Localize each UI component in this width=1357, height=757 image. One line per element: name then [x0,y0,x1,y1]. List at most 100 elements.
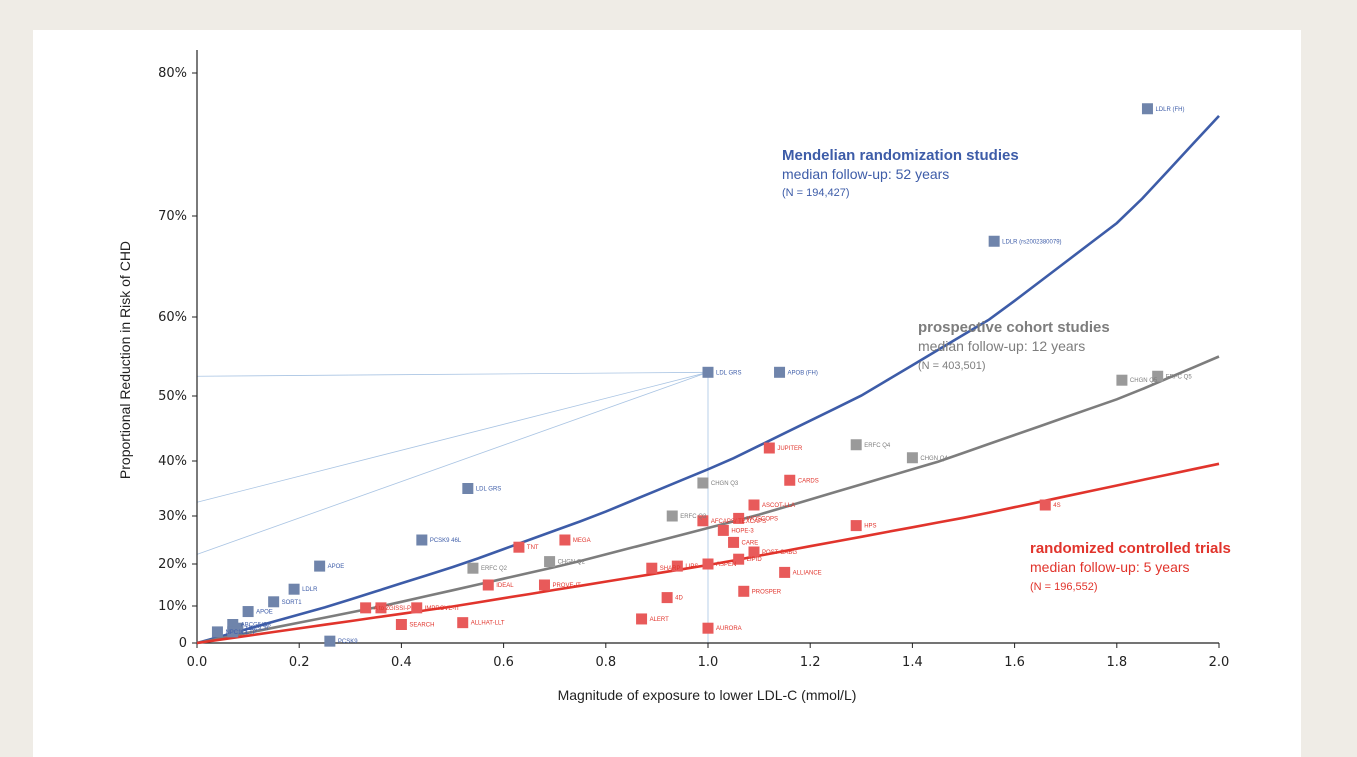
point-label-rct: PROVE-IT [552,583,581,589]
guide-lines [196,371,709,643]
point-label-mr: LDLR (FH) [1155,107,1184,113]
y-tick-label: 20% [158,557,187,572]
marker-rct [738,585,750,597]
marker-rct [395,619,407,630]
marker-mr [242,606,254,618]
legend-rct: randomized controlled trials median foll… [1030,540,1231,593]
fit-line-mr [196,115,1220,645]
legend-mr-n: (N = 194,427) [782,187,850,199]
y-tick-label: 50% [158,389,187,404]
legend-pc-n: (N = 403,501) [918,360,986,372]
point-label-mr: PCSK9 46L [430,538,462,544]
point-label-rct: LIPS [685,564,698,570]
legend-mr: Mendelian randomization studies median f… [782,147,1019,199]
point-label-pc: CHGN Q3 [711,481,739,487]
marker-rct [784,474,796,486]
x-tick-label: 1.0 [698,655,719,670]
point-label-rct: LIPID [747,557,763,563]
marker-pc [544,556,556,568]
marker-mr [774,366,786,378]
marker-rct [763,442,775,454]
marker-rct [748,546,760,558]
point-label-rct: HOPE-3 [731,528,754,534]
y-tick-label: 30% [158,509,187,524]
marker-mr [1141,103,1153,115]
legend-rct-subtitle: median follow-up: 5 years [1030,559,1190,575]
marker-mr [268,596,280,608]
x-tick-label: 1.8 [1106,655,1127,670]
marker-rct [733,553,745,565]
marker-rct [702,622,714,634]
marker-mr [462,483,474,494]
marker-pc [1116,374,1128,386]
point-label-rct: WOSCOPS [747,516,778,522]
y-tick-label: 0 [179,636,187,651]
marker-rct [697,515,709,527]
point-label-pc: CHGN Q5 [1130,378,1158,384]
point-label-rct: AURORA [716,626,742,632]
point-label-rct: SEARCH [409,623,434,629]
marker-pc [906,452,918,464]
point-label-mr: LDL GRS [716,370,741,376]
point-label-rct: A to Z [374,606,390,612]
point-label-rct: AFCAPS/ TEXCAPS [711,519,766,525]
x-tick-label: 1.4 [902,655,923,670]
point-label-pc: ERFC Q3 [680,514,707,520]
x-tick-label: 2.0 [1209,655,1230,670]
marker-rct [779,566,791,578]
point-label-mr: APOE [328,564,345,570]
x-tick-label: 0.4 [391,655,412,670]
marker-mr [416,534,428,546]
marker-rct [728,536,740,548]
marker-rct [702,558,714,570]
point-label-rct: ALLIANCE [793,570,822,576]
markers [211,103,1164,647]
x-tick-label: 0.8 [595,655,616,670]
marker-pc [1152,370,1164,382]
marker-rct [457,617,469,629]
point-label-rct: ASCOT-LLA [762,503,795,509]
legend-pc: prospective cohort studies median follow… [918,319,1110,372]
point-label-rct: SHARP [660,566,681,572]
point-label-rct: MEGA [573,538,591,544]
point-label-mr: HMGCR [246,626,269,632]
legend-mr-subtitle: median follow-up: 52 years [782,166,949,182]
marker-mr [288,583,300,595]
marker-rct [1039,499,1051,511]
marker-rct [375,602,387,614]
point-label-rct: TNT [527,545,539,551]
legend-mr-title: Mendelian randomization studies [782,147,1019,164]
point-label-rct: POST-CABG [762,550,797,556]
marker-rct [482,579,494,591]
marker-mr [324,635,336,647]
marker-mr [227,626,239,638]
x-tick-label: 1.6 [1004,655,1025,670]
marker-rct [850,520,862,532]
point-label-rct: CARDS [798,478,819,484]
legend-pc-title: prospective cohort studies [918,319,1110,336]
point-label-rct: ALLHAT-LLT [471,621,505,627]
y-tick-label: 80% [158,66,187,81]
legend-rct-n: (N = 196,552) [1030,581,1098,593]
y-tick-label: 60% [158,310,187,325]
point-label-rct: 4S [1053,503,1060,509]
marker-pc [697,477,709,489]
x-tick-label: 0.2 [289,655,310,670]
marker-rct [671,560,683,572]
point-label-mr: PCSK9 [338,639,358,645]
marker-mr [211,626,223,638]
point-label-pc: ERFC Q5 [1166,374,1193,380]
x-axis-title: Magnitude of exposure to lower LDL-C (mm… [558,687,857,703]
marker-mr [702,366,714,378]
point-label-pc: ERFC Q4 [864,443,891,449]
marker-rct [360,602,372,614]
x-tick-label: 0.6 [493,655,514,670]
x-tick-label: 0.0 [187,655,208,670]
point-label-rct: JUPITER [777,446,803,452]
point-label-rct: 4D [675,596,683,602]
marker-rct [559,534,571,546]
point-label-mr: APOB (FH) [788,370,818,376]
point-label-pc: CHGN Q2 [558,560,586,566]
marker-mr [314,560,326,572]
